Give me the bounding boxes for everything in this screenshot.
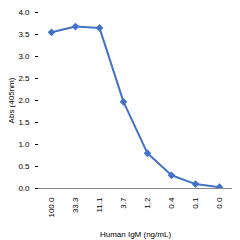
svg-text:2.5: 2.5 [18, 74, 30, 83]
svg-text:3.7: 3.7 [119, 197, 128, 209]
svg-text:1.5: 1.5 [18, 118, 30, 127]
svg-text:2.0: 2.0 [18, 96, 30, 105]
svg-text:33.3: 33.3 [71, 197, 80, 213]
svg-text:1.2: 1.2 [143, 197, 152, 209]
svg-text:100.0: 100.0 [47, 197, 56, 218]
svg-text:0.4: 0.4 [167, 197, 176, 209]
svg-text:11.1: 11.1 [95, 197, 104, 213]
svg-text:3.0: 3.0 [18, 52, 30, 61]
svg-text:Abs (405nm): Abs (405nm) [7, 77, 16, 123]
svg-text:3.5: 3.5 [18, 30, 30, 39]
svg-text:0.1: 0.1 [191, 197, 200, 209]
svg-text:0.5: 0.5 [18, 162, 30, 171]
svg-text:1.0: 1.0 [18, 140, 30, 149]
svg-text:0.0: 0.0 [215, 197, 224, 209]
svg-text:4.0: 4.0 [18, 8, 30, 17]
svg-text:Human IgM (ng/mL): Human IgM (ng/mL) [100, 230, 171, 239]
svg-text:0.0: 0.0 [18, 184, 30, 193]
